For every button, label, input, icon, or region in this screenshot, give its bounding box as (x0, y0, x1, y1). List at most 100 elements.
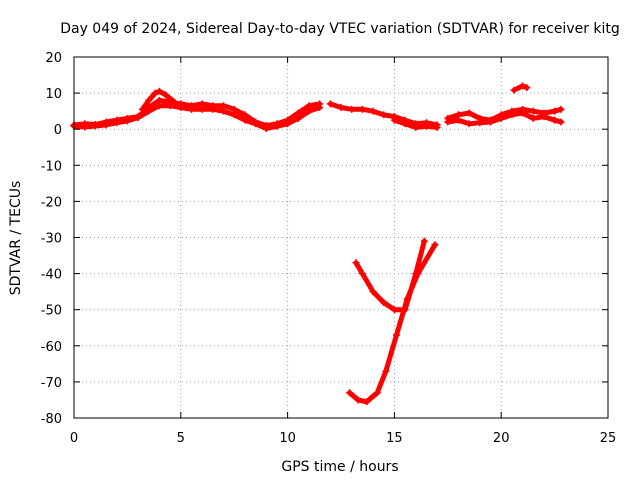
series-line (71, 103, 323, 131)
data-point (145, 96, 153, 104)
chart-title: Day 049 of 2024, Sidereal Day-to-day VTE… (60, 21, 620, 37)
data-point (519, 82, 527, 90)
data-point (358, 270, 366, 278)
data-point (412, 123, 420, 131)
series-hump-upper (138, 87, 178, 113)
series-evening-band (444, 105, 565, 124)
data-point (540, 113, 548, 121)
x-tick-label: 10 (279, 431, 296, 446)
y-tick-label: -10 (41, 159, 62, 174)
data-point (358, 105, 366, 113)
data-point (230, 111, 238, 119)
data-point (123, 117, 131, 125)
data-point (380, 111, 388, 119)
data-point (354, 396, 362, 404)
data-point (420, 237, 428, 245)
data-point (414, 270, 422, 278)
data-point (369, 288, 377, 296)
data-point (262, 124, 270, 132)
data-point (138, 105, 146, 113)
data-point (487, 118, 495, 126)
data-point (187, 105, 195, 113)
data-point (454, 116, 462, 124)
data-point (508, 111, 516, 119)
data-point (510, 86, 518, 94)
data-point (529, 114, 537, 122)
data-point (393, 331, 401, 339)
data-point (241, 116, 249, 124)
data-point (305, 107, 313, 115)
x-tick-label: 15 (386, 431, 403, 446)
data-point (162, 91, 170, 99)
data-point (348, 105, 356, 113)
data-point (519, 109, 527, 117)
data-point (81, 123, 89, 131)
x-axis-label: GPS time / hours (281, 459, 398, 475)
axis-ticks (73, 56, 609, 419)
y-tick-label: -20 (41, 195, 62, 210)
data-point (155, 102, 163, 110)
data-point (170, 98, 178, 106)
data-point (102, 121, 110, 129)
data-point (465, 120, 473, 128)
data-point (390, 116, 398, 124)
data-point (476, 119, 484, 127)
y-tick-label: -60 (41, 340, 62, 355)
y-tick-label: 10 (45, 87, 62, 102)
data-point (497, 114, 505, 122)
y-tick-label: -50 (41, 304, 62, 319)
y-tick-label: -30 (41, 232, 62, 247)
plot-area (70, 82, 565, 406)
y-axis-label: SDTVAR / TECUs (8, 181, 24, 296)
data-point (273, 122, 281, 130)
data-point (557, 105, 565, 113)
data-point (145, 107, 153, 115)
data-point (151, 89, 159, 97)
x-tick-label: 5 (177, 431, 185, 446)
series-evening-band-lower (444, 109, 565, 128)
data-point (390, 306, 398, 314)
data-point (113, 119, 121, 127)
y-tick-label: -80 (41, 412, 62, 427)
x-tick-labels: 0 5 10 15 20 25 (70, 431, 616, 446)
data-point (373, 389, 381, 397)
y-tick-label: 0 (54, 123, 62, 138)
data-point (382, 367, 390, 375)
data-point (316, 104, 324, 112)
data-point (166, 102, 174, 110)
data-point (363, 398, 371, 406)
data-point (352, 259, 360, 267)
data-point (155, 87, 163, 95)
data-point (220, 107, 228, 115)
data-point (294, 114, 302, 122)
data-point (134, 114, 142, 122)
data-point (465, 109, 473, 117)
data-point (403, 295, 411, 303)
data-point (431, 241, 439, 249)
data-point (337, 104, 345, 112)
y-tick-labels: 20 10 0 -10 -20 -30 -40 -50 -60 -70 -80 (41, 51, 62, 427)
series-line (139, 88, 177, 112)
data-point (523, 84, 531, 92)
data-point (557, 118, 565, 126)
series-dip-lower (346, 241, 439, 406)
data-point (380, 298, 388, 306)
series-isolated-segment (510, 82, 531, 94)
series-line (353, 238, 427, 313)
x-tick-label: 0 (70, 431, 78, 446)
series-line (347, 242, 438, 405)
data-point (177, 104, 185, 112)
data-point (401, 120, 409, 128)
data-point (444, 118, 452, 126)
data-point (209, 105, 217, 113)
data-point (551, 107, 559, 115)
data-point (346, 389, 354, 397)
data-point (433, 123, 441, 131)
data-point (422, 122, 430, 130)
data-point (252, 120, 260, 128)
data-point (529, 107, 537, 115)
data-point (551, 116, 559, 124)
data-point (91, 122, 99, 130)
series-main-band-b (70, 102, 324, 132)
